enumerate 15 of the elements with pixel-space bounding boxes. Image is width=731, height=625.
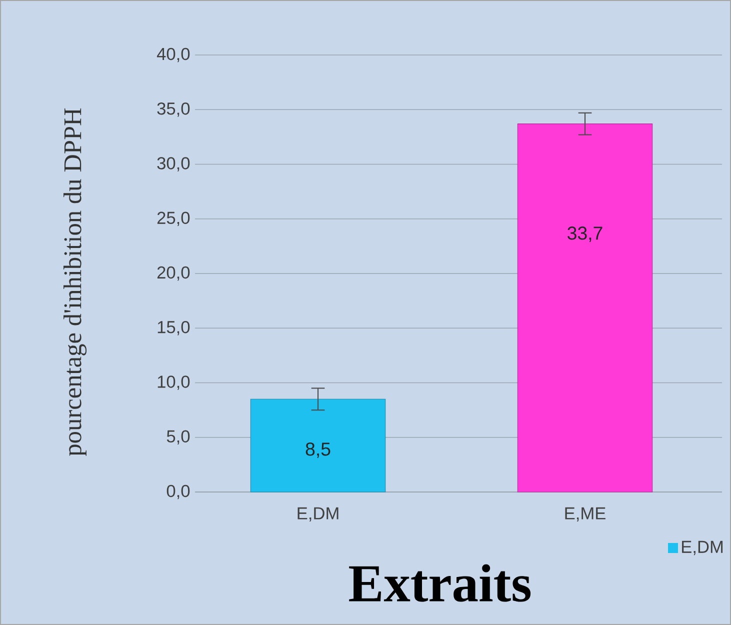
y-tick-label: 25,0 (157, 212, 190, 226)
y-tick-label: 35,0 (157, 102, 190, 117)
x-axis-title: Extraits (349, 564, 531, 602)
y-tick-label: 0,0 (166, 484, 190, 500)
legend-label: E,DM (682, 540, 723, 556)
y-tick-label: 5,0 (166, 430, 190, 445)
y-tick-label: 30,0 (157, 157, 190, 172)
y-tick-label: 40,0 (156, 48, 190, 62)
x-tick-label: E,ME (565, 507, 606, 522)
y-axis-title: pourcentage d'inhibition du DPPH (63, 108, 87, 456)
y-tick-label: 10,0 (158, 376, 190, 390)
data-label: 8,5 (306, 442, 330, 458)
data-label: 33,7 (568, 226, 602, 242)
y-tick-label: 20,0 (157, 266, 190, 281)
y-tick-label: 15,0 (158, 320, 190, 336)
